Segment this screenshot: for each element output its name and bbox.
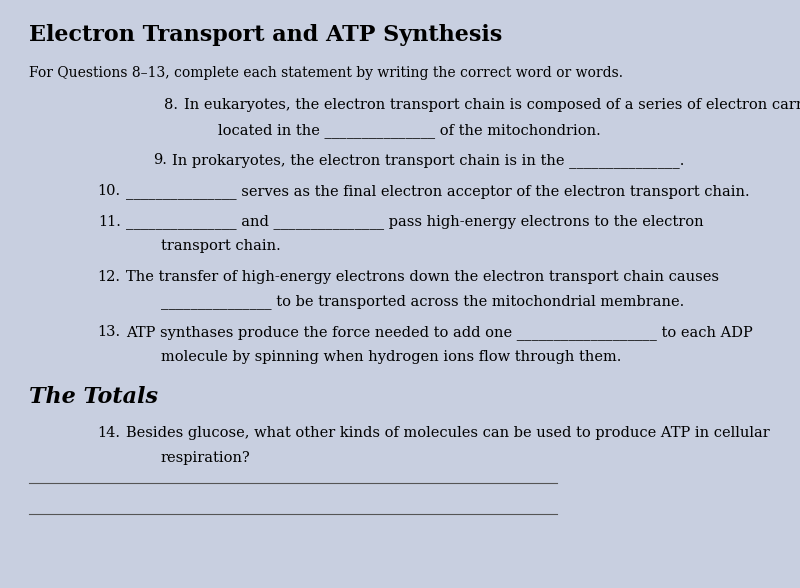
Text: 10.: 10.: [98, 184, 121, 198]
Text: For Questions 8–13, complete each statement by writing the correct word or words: For Questions 8–13, complete each statem…: [29, 66, 622, 80]
Text: The Totals: The Totals: [29, 386, 158, 408]
Text: transport chain.: transport chain.: [161, 239, 281, 253]
Text: 8.: 8.: [164, 98, 178, 112]
Text: Electron Transport and ATP Synthesis: Electron Transport and ATP Synthesis: [29, 24, 502, 45]
Text: 12.: 12.: [98, 270, 121, 284]
Text: molecule by spinning when hydrogen ions flow through them.: molecule by spinning when hydrogen ions …: [161, 350, 622, 364]
Text: respiration?: respiration?: [161, 451, 250, 465]
Text: 13.: 13.: [98, 325, 121, 339]
Text: located in the _______________ of the mitochondrion.: located in the _______________ of the mi…: [218, 123, 601, 138]
Text: 11.: 11.: [98, 215, 121, 229]
Text: _______________ to be transported across the mitochondrial membrane.: _______________ to be transported across…: [161, 295, 684, 309]
Text: The transfer of high-energy electrons down the electron transport chain causes: The transfer of high-energy electrons do…: [126, 270, 719, 284]
Text: ATP synthases produce the force needed to add one ___________________ to each AD: ATP synthases produce the force needed t…: [126, 325, 753, 340]
Text: In prokaryotes, the electron transport chain is in the _______________.: In prokaryotes, the electron transport c…: [173, 153, 685, 168]
Text: Besides glucose, what other kinds of molecules can be used to produce ATP in cel: Besides glucose, what other kinds of mol…: [126, 426, 770, 440]
Text: _______________ and _______________ pass high-energy electrons to the electron: _______________ and _______________ pass…: [126, 215, 704, 229]
Text: In eukaryotes, the electron transport chain is composed of a series of electron : In eukaryotes, the electron transport ch…: [184, 98, 800, 112]
Text: _______________ serves as the final electron acceptor of the electron transport : _______________ serves as the final elec…: [126, 184, 750, 199]
Text: 14.: 14.: [98, 426, 121, 440]
Text: 9.: 9.: [153, 153, 166, 168]
